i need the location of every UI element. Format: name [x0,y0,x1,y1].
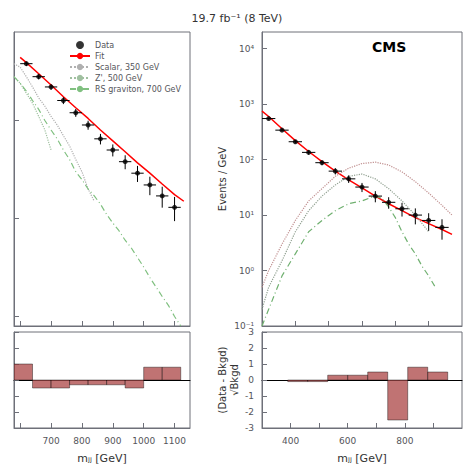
svg-text:Scalar, 350 GeV: Scalar, 350 GeV [95,63,160,72]
svg-text:700: 700 [42,436,59,446]
svg-text:-2: -2 [245,407,254,417]
svg-text:RS graviton, 700 GeV: RS graviton, 700 GeV [95,85,182,94]
svg-text:10¹: 10¹ [239,210,254,220]
svg-text:1000: 1000 [132,436,155,446]
svg-text:Fit: Fit [95,52,104,61]
svg-text:-3: -3 [245,423,254,433]
svg-text:CMS: CMS [372,39,406,55]
svg-text:1: 1 [248,359,254,369]
svg-text:Z', 500 GeV: Z', 500 GeV [95,74,143,83]
svg-text:1100: 1100 [163,436,186,446]
svg-text:10²: 10² [239,155,254,165]
svg-text:√Bkgd: √Bkgd [229,364,240,396]
svg-text:0: 0 [248,375,254,385]
svg-text:800: 800 [73,436,90,446]
svg-text:10⁻¹: 10⁻¹ [234,321,254,331]
svg-text:600: 600 [339,436,356,446]
svg-text:Data: Data [95,41,114,50]
svg-text:19.7 fb⁻¹ (8 TeV): 19.7 fb⁻¹ (8 TeV) [192,12,283,25]
svg-text:800: 800 [396,436,413,446]
svg-text:(Data - Bkgd): (Data - Bkgd) [217,346,228,413]
svg-text:Events / GeV: Events / GeV [217,147,228,211]
svg-text:10³: 10³ [239,99,254,109]
svg-text:mⱼⱼ [GeV]: mⱼⱼ [GeV] [337,452,386,465]
svg-text:3: 3 [248,327,254,337]
svg-text:2: 2 [248,343,254,353]
svg-text:400: 400 [282,436,299,446]
svg-text:10⁰: 10⁰ [239,266,254,276]
svg-text:900: 900 [104,436,121,446]
svg-text:-1: -1 [245,391,254,401]
svg-text:mⱼⱼ [GeV]: mⱼⱼ [GeV] [77,452,126,465]
svg-text:10⁴: 10⁴ [239,44,254,54]
